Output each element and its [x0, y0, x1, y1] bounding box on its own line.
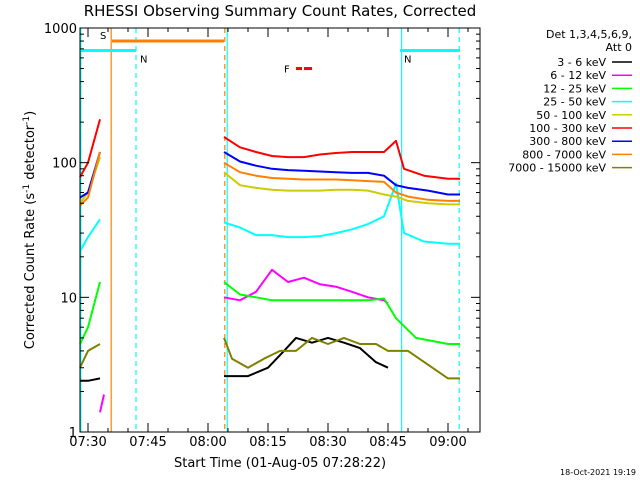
- series-lines: [79, 119, 460, 413]
- legend-item-6: 100 - 300 keV: [529, 122, 632, 135]
- legend-label: 50 - 100 keV: [536, 109, 606, 122]
- y-tick-label: 1000: [44, 22, 77, 37]
- series-8: [79, 151, 460, 207]
- x-tick-label: 08:00: [189, 435, 226, 450]
- x-tick-label: 07:45: [129, 435, 166, 450]
- legend-label: 25 - 50 keV: [543, 96, 606, 109]
- legend-label: 6 - 12 keV: [550, 69, 606, 82]
- series-3: [79, 281, 460, 345]
- series-1: [80, 336, 389, 382]
- chart-title: RHESSI Observing Summary Count Rates, Co…: [84, 2, 477, 20]
- legend-item-8: 800 - 7000 keV: [522, 148, 632, 161]
- series-6: [79, 119, 460, 180]
- flag-2: N: [80, 49, 147, 66]
- series-2: [99, 268, 389, 413]
- series-1-segment-1: [80, 377, 101, 382]
- legend-item-5: 50 - 100 keV: [536, 109, 632, 122]
- x-axis-ticks: 07:30 07:45 08:00 08:15 08:30 08:45 09:00: [69, 28, 469, 450]
- flag-3-label: N: [404, 55, 411, 66]
- legend-item-7: 300 - 800 keV: [529, 135, 632, 148]
- plot-frame: [79, 27, 481, 433]
- flag-1-label: S: [100, 31, 106, 42]
- flag-bars: S N N F: [80, 31, 460, 76]
- series-9-segment-1: [79, 343, 101, 369]
- y-axis-label: Corrected Count Rate (s-1 detector-1): [22, 111, 38, 349]
- series-2-segment-2: [223, 268, 389, 305]
- series-9: [79, 336, 460, 380]
- legend-header-detectors: Det 1,3,4,5,6,9,: [546, 28, 632, 41]
- series-7: [79, 151, 460, 199]
- series-8-segment-2: [223, 161, 460, 202]
- x-tick-label: 08:45: [369, 435, 406, 450]
- y-tick-label: 100: [52, 157, 77, 172]
- series-7-segment-2: [223, 151, 460, 196]
- series-4: [79, 182, 460, 252]
- vertical-markers: [80, 28, 460, 432]
- y-axis-ticks: 1 10 100 1000: [44, 22, 480, 441]
- series-5-segment-2: [223, 171, 460, 206]
- legend-label: 300 - 800 keV: [529, 135, 606, 148]
- legend-header-attenuator: Att 0: [606, 41, 632, 54]
- series-3-segment-1: [79, 281, 101, 345]
- flag-4: F: [284, 65, 312, 76]
- series-6-segment-2: [223, 136, 460, 180]
- legend-item-1: 3 - 6 keV: [557, 56, 632, 69]
- legend-label: 7000 - 15000 keV: [508, 162, 606, 175]
- flag-1: S: [100, 31, 224, 43]
- series-4-segment-1: [79, 218, 101, 252]
- series-3-segment-2: [223, 281, 460, 345]
- flag-2-label: N: [140, 55, 147, 66]
- series-1-segment-2: [224, 336, 389, 378]
- y-tick-label: 1: [69, 426, 77, 441]
- x-tick-label: 09:00: [429, 435, 466, 450]
- x-tick-label: 08:15: [249, 435, 286, 450]
- timestamp: 18-Oct-2021 19:19: [560, 468, 636, 477]
- legend-label: 100 - 300 keV: [529, 122, 606, 135]
- series-2-segment-1: [99, 394, 105, 413]
- legend-label: 800 - 7000 keV: [522, 148, 606, 161]
- x-tick-label: 07:30: [69, 435, 106, 450]
- flag-4-label: F: [284, 65, 290, 76]
- x-tick-label: 08:30: [309, 435, 346, 450]
- series-4-segment-2: [223, 182, 460, 245]
- flag-3: N: [400, 49, 460, 66]
- y-tick-label: 10: [60, 291, 77, 306]
- legend-item-9: 7000 - 15000 keV: [508, 162, 632, 175]
- legend-label: 12 - 25 keV: [543, 82, 606, 95]
- legend-item-2: 6 - 12 keV: [550, 69, 632, 82]
- legend-label: 3 - 6 keV: [557, 56, 606, 69]
- series-9-segment-2: [223, 336, 460, 380]
- x-axis-label: Start Time (01-Aug-05 07:28:22): [174, 456, 386, 471]
- legend-item-3: 12 - 25 keV: [543, 82, 632, 95]
- legend-item-4: 25 - 50 keV: [543, 96, 632, 109]
